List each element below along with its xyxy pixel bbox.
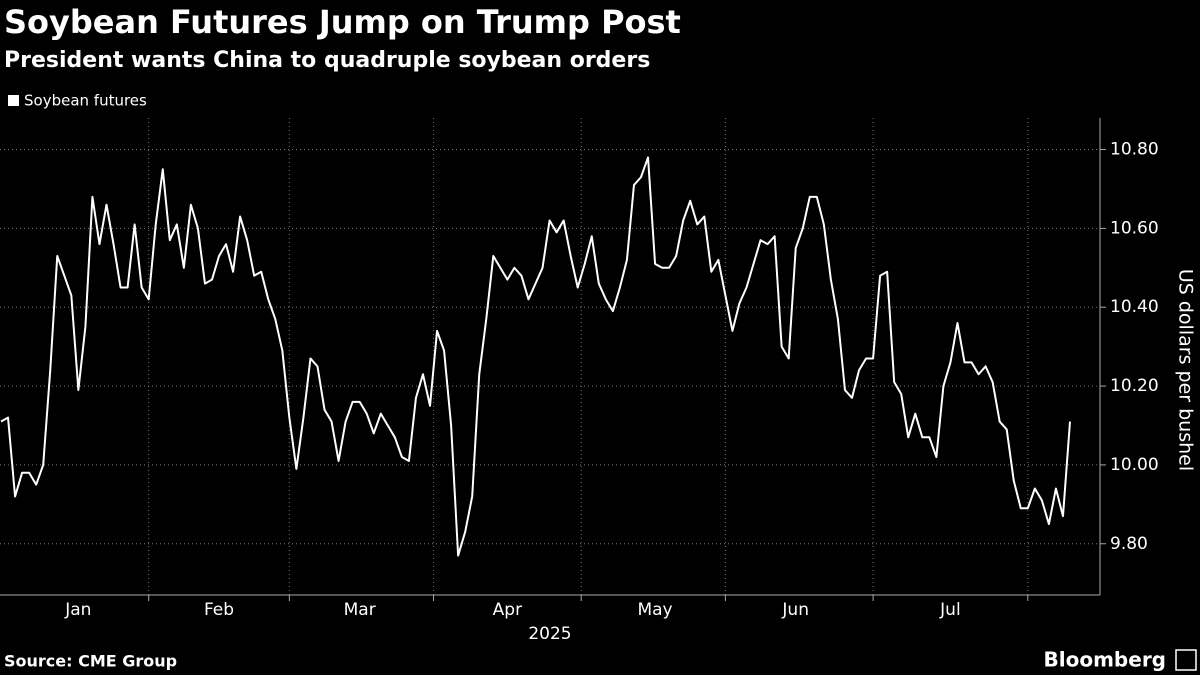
- y-tick-label: 9.80: [1110, 534, 1148, 554]
- y-tick-label: 10.00: [1110, 455, 1159, 475]
- y-tick-label: 10.40: [1110, 297, 1159, 317]
- logo: Bloomberg: [1044, 648, 1166, 672]
- x-tick-label: Apr: [493, 600, 522, 620]
- data-line: [0, 156, 1071, 557]
- x-axis-label: 2025: [528, 624, 571, 644]
- y-tick-label: 10.60: [1110, 218, 1159, 238]
- logo-icon: [1175, 649, 1197, 671]
- x-tick-label: May: [637, 600, 672, 620]
- x-tick-label: Feb: [204, 600, 234, 620]
- x-tick-label: Jan: [64, 600, 91, 620]
- x-tick-label: Jul: [939, 600, 961, 620]
- chart-title: Soybean Futures Jump on Trump Post: [4, 3, 681, 41]
- y-tick-label: 10.80: [1110, 140, 1159, 160]
- chart-subtitle: President wants China to quadruple soybe…: [4, 48, 650, 73]
- y-tick-label: 10.20: [1110, 376, 1159, 396]
- legend-label: Soybean futures: [24, 92, 147, 110]
- x-tick-label: Mar: [344, 600, 376, 620]
- legend-swatch: [8, 95, 19, 106]
- y-axis-label: US dollars per bushel: [1175, 269, 1197, 471]
- source: Source: CME Group: [4, 652, 177, 671]
- x-tick-label: Jun: [781, 600, 809, 620]
